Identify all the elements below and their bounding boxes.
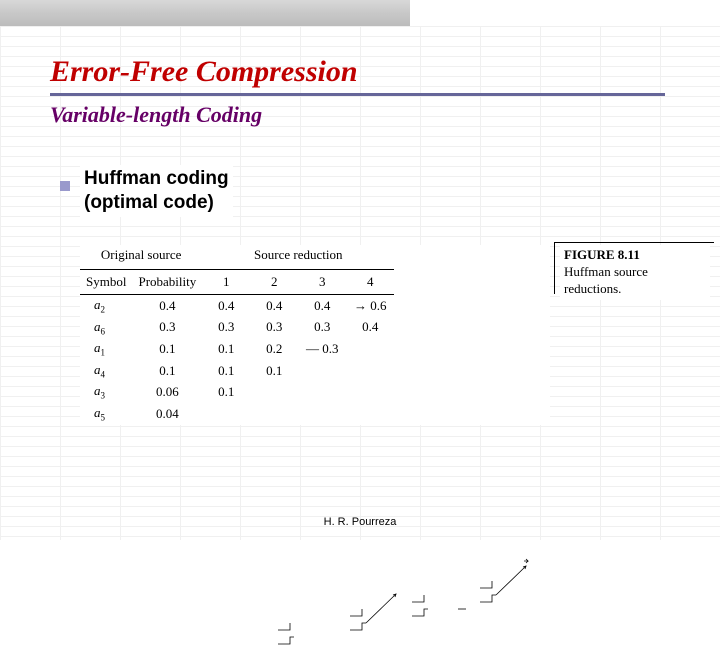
col-r2: 2 [250,270,298,295]
top-bar [0,0,410,26]
table-row: a30.060.1 [80,381,394,403]
title-block: Error-Free Compression Variable-length C… [50,55,665,128]
huffman-table: Original source Source reduction Symbol … [80,245,394,425]
caption-top-rule [554,242,714,243]
table-row: a50.04 [80,403,394,425]
group-reduction: Source reduction [202,245,394,270]
col-r4: 4 [346,270,394,295]
main-title: Error-Free Compression [50,55,665,89]
coding-label-line1: Huffman coding [84,168,229,189]
sub-title: Variable-length Coding [50,102,665,128]
group-original: Original source [80,245,202,270]
table-row: a40.10.10.1 [80,360,394,382]
bullet-icon [60,181,70,191]
caption-left-rule [554,242,555,294]
col-symbol: Symbol [80,270,132,295]
col-r3: 3 [298,270,346,295]
table-group-header: Original source Source reduction [80,245,394,270]
table-row: a20.40.40.40.4→ 0.6 [80,295,394,317]
figure-caption-text: Huffman source reductions. [564,264,648,296]
table-row: a60.30.30.30.30.4 [80,317,394,339]
figure-caption: FIGURE 8.11 Huffman source reductions. [560,245,710,300]
table-column-header: Symbol Probability 1 2 3 4 [80,270,394,295]
coding-label-line2: (optimal code) [84,192,214,213]
col-prob: Probability [132,270,202,295]
huffman-table-figure: Original source Source reduction Symbol … [80,245,550,425]
table-row: a10.10.10.2— 0.3 [80,338,394,360]
title-underline [50,93,665,96]
footer-author: H. R. Pourreza [0,516,720,528]
huffman-label: Huffman coding (optimal code) [80,165,233,217]
figure-number: FIGURE 8.11 [564,247,706,264]
col-r1: 1 [202,270,250,295]
